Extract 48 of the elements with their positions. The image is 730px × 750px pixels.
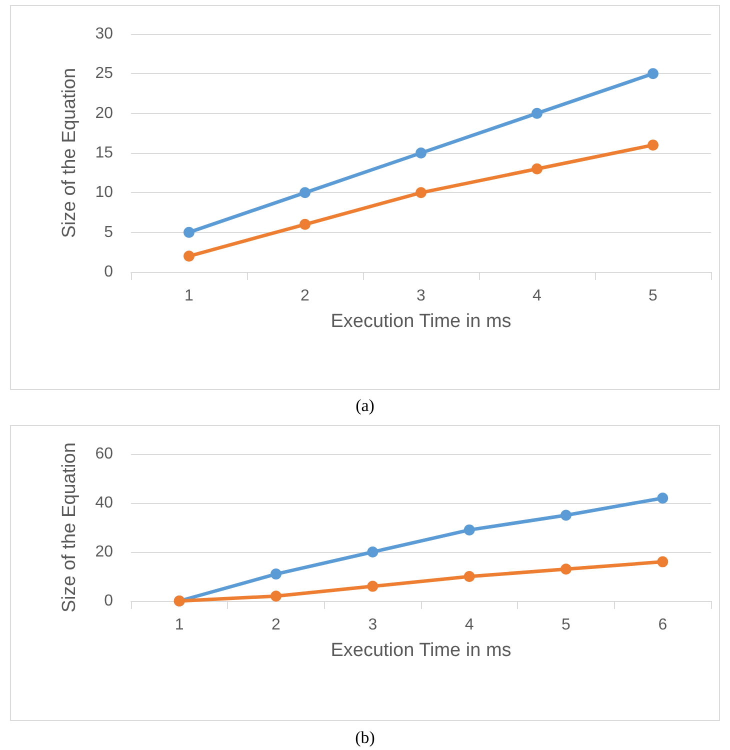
y-tick-label: 10	[95, 184, 114, 202]
point	[270, 568, 282, 580]
point	[184, 250, 194, 262]
point	[416, 148, 426, 158]
point	[184, 226, 194, 238]
point	[657, 492, 668, 504]
text: (b)	[354, 728, 376, 748]
y-tick-label: 0	[104, 264, 114, 280]
point	[300, 187, 310, 198]
x-tick-label: 5	[562, 616, 571, 634]
point	[464, 571, 475, 582]
point	[648, 140, 658, 151]
y-tick-label: 25	[95, 65, 114, 82]
x-tick-label: 2	[300, 288, 310, 304]
point	[300, 218, 310, 230]
y-axis-title: Size of the Equation	[59, 68, 80, 238]
x-tick-label: 1	[174, 616, 184, 634]
point	[532, 108, 542, 119]
point	[560, 564, 572, 575]
x-tick-label: 2	[272, 616, 281, 634]
y-tick-label: 30	[95, 26, 114, 42]
y-axis-title: Size of the Equation	[59, 442, 80, 613]
text: (a)	[354, 396, 376, 416]
y-tick-label: 20	[95, 544, 114, 560]
x-tick-label: 3	[368, 616, 378, 634]
y-tick-label: 15	[95, 144, 114, 162]
point	[560, 510, 572, 521]
point	[367, 546, 378, 558]
point	[648, 68, 658, 80]
y-tick-label: 20	[95, 104, 114, 122]
point	[464, 524, 475, 536]
x-tick-label: 5	[648, 288, 658, 304]
y-tick-label: 0	[104, 592, 114, 610]
y-tick-label: 40	[95, 494, 114, 512]
x-tick-label: 6	[658, 616, 668, 634]
point	[532, 163, 542, 174]
x-tick-label: 3	[416, 288, 426, 304]
point	[657, 556, 668, 568]
y-tick-label: 60	[95, 446, 114, 462]
x-axis-title: Execution Time in ms	[330, 640, 512, 661]
x-tick-label: 4	[464, 616, 474, 634]
point	[270, 590, 282, 602]
y-tick-label: 5	[104, 224, 114, 241]
point	[416, 187, 426, 198]
x-tick-label: 4	[532, 288, 542, 304]
x-axis-title: Execution Time in ms	[330, 311, 512, 332]
point	[367, 580, 378, 592]
x-tick-label: 1	[184, 288, 194, 304]
